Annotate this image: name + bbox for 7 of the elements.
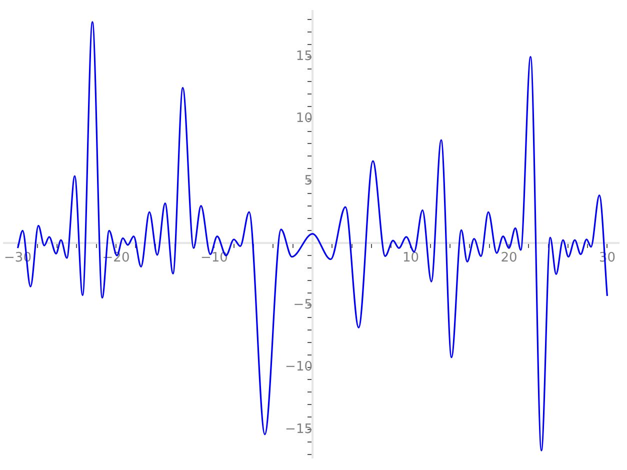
y-tick-label: −10 [285,360,312,375]
y-tick-label: −15 [285,422,312,437]
y-tick-label: 15 [296,49,312,64]
y-tick-label: 10 [296,111,312,126]
x-tick-label: 20 [500,250,518,266]
x-tick-label: 10 [402,250,419,266]
y-tick-label: −5 [293,298,312,313]
